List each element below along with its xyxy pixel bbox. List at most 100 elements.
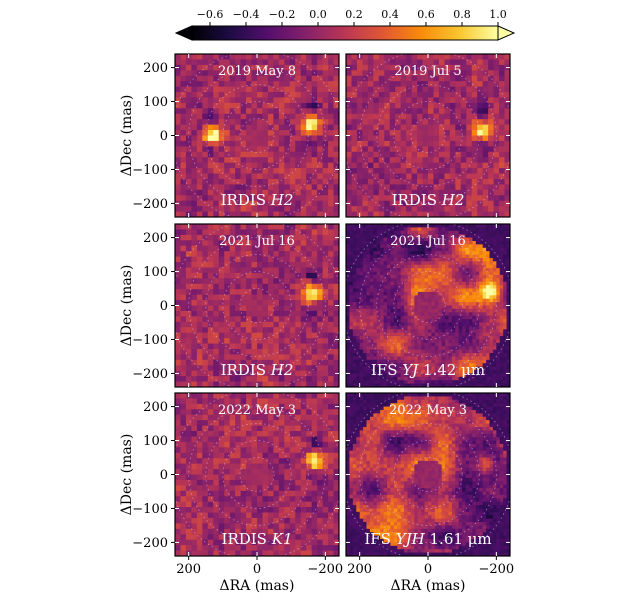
heatmap-cell (251, 211, 258, 217)
heatmap-cell (465, 257, 470, 262)
heatmap-cell (251, 262, 258, 268)
heatmap-cell (428, 329, 432, 334)
heatmap-cell (180, 234, 187, 241)
heatmap-cell (351, 135, 358, 142)
heatmap-cell (349, 288, 354, 293)
heatmap-cell (267, 343, 274, 350)
heatmap-cell (175, 321, 181, 328)
heatmap-cell (278, 224, 285, 230)
heatmap-cell (346, 119, 352, 126)
heatmap-cell (444, 151, 451, 158)
heatmap-cell (262, 376, 269, 382)
heatmap-cell (499, 130, 505, 136)
heatmap-cell (462, 295, 466, 300)
heatmap-cell (482, 295, 487, 300)
heatmap-cell (400, 353, 405, 357)
heatmap-cell (499, 64, 505, 71)
heatmap-cell (191, 245, 198, 252)
heatmap-cell (346, 353, 350, 357)
heatmap-cell (448, 346, 453, 351)
heatmap-cell (397, 244, 402, 249)
heatmap-cell (240, 305, 247, 312)
heatmap-cell (489, 353, 494, 357)
heatmap-cell (196, 338, 203, 344)
heatmap-cell (202, 348, 209, 355)
heatmap-cell (466, 184, 473, 191)
heatmap-cell (451, 224, 456, 228)
heatmap-cell (404, 264, 408, 269)
heatmap-cell (431, 278, 436, 283)
heatmap-cell (235, 54, 241, 60)
heatmap-cell (366, 240, 371, 245)
heatmap-cell (362, 140, 369, 147)
heatmap-cell (493, 162, 500, 169)
heatmap-cell (482, 359, 487, 364)
heatmap-cell (224, 278, 231, 285)
heatmap-cell (224, 376, 231, 382)
heatmap-cell (373, 234, 378, 238)
heatmap-cell (367, 64, 374, 71)
heatmap-cell (306, 130, 313, 136)
heatmap-cell (414, 315, 419, 320)
heatmap-cell (449, 54, 456, 60)
heatmap-cell (207, 162, 214, 169)
heatmap-cell (278, 70, 285, 77)
heatmap-cell (431, 237, 436, 242)
heatmap-cell (202, 124, 209, 131)
heatmap-cell (486, 271, 490, 276)
heatmap-cell (333, 130, 339, 136)
heatmap-cell (477, 130, 484, 136)
heatmap-cell (359, 234, 364, 238)
heatmap-cell (213, 251, 220, 257)
heatmap-cell (482, 146, 489, 153)
heatmap-cell (506, 278, 510, 283)
heatmap-cell (351, 200, 358, 207)
heatmap-cell (356, 356, 361, 361)
heatmap-cell (366, 312, 371, 317)
heatmap-cell (322, 162, 329, 169)
heatmap-cell (300, 332, 307, 339)
heatmap-cell (367, 168, 374, 174)
heatmap-cell (472, 274, 477, 279)
heatmap-cell (479, 274, 484, 279)
heatmap-cell (475, 268, 480, 272)
heatmap-cell (373, 356, 378, 361)
heatmap-cell (185, 316, 192, 323)
heatmap-cell (400, 113, 407, 120)
heatmap-cell (380, 257, 384, 262)
heatmap-cell (224, 305, 231, 312)
heatmap-cell (346, 349, 350, 354)
heatmap-cell (475, 353, 480, 357)
heatmap-cell (191, 135, 198, 142)
heatmap-cell (300, 135, 307, 142)
heatmap-cell (359, 312, 364, 317)
heatmap-cell (351, 81, 358, 87)
heatmap-cell (479, 261, 484, 266)
heatmap-cell (406, 64, 412, 71)
heatmap-cell (175, 81, 181, 87)
heatmap-cell (417, 366, 422, 371)
heatmap-cell (328, 376, 334, 382)
heatmap-cell (411, 157, 418, 164)
heatmap-cell (383, 322, 388, 327)
heatmap-cell (400, 356, 405, 361)
heatmap-cell (417, 251, 422, 255)
heatmap-cell (383, 237, 388, 242)
heatmap-cell (278, 178, 285, 185)
heatmap-cell (376, 363, 381, 368)
heatmap-cell (322, 283, 329, 290)
heatmap-cell (499, 140, 505, 147)
heatmap-cell (448, 332, 453, 337)
heatmap-cell (397, 325, 402, 330)
heatmap-cell (346, 271, 350, 276)
heatmap-cell (400, 237, 405, 242)
heatmap-cell (462, 342, 466, 347)
heatmap-cell (246, 321, 252, 328)
heatmap-cell (175, 108, 181, 115)
heatmap-cell (218, 245, 225, 252)
heatmap-cell (366, 251, 371, 255)
heatmap-cell (356, 261, 361, 266)
heatmap-cell (175, 211, 181, 217)
heatmap-cell (422, 173, 429, 180)
